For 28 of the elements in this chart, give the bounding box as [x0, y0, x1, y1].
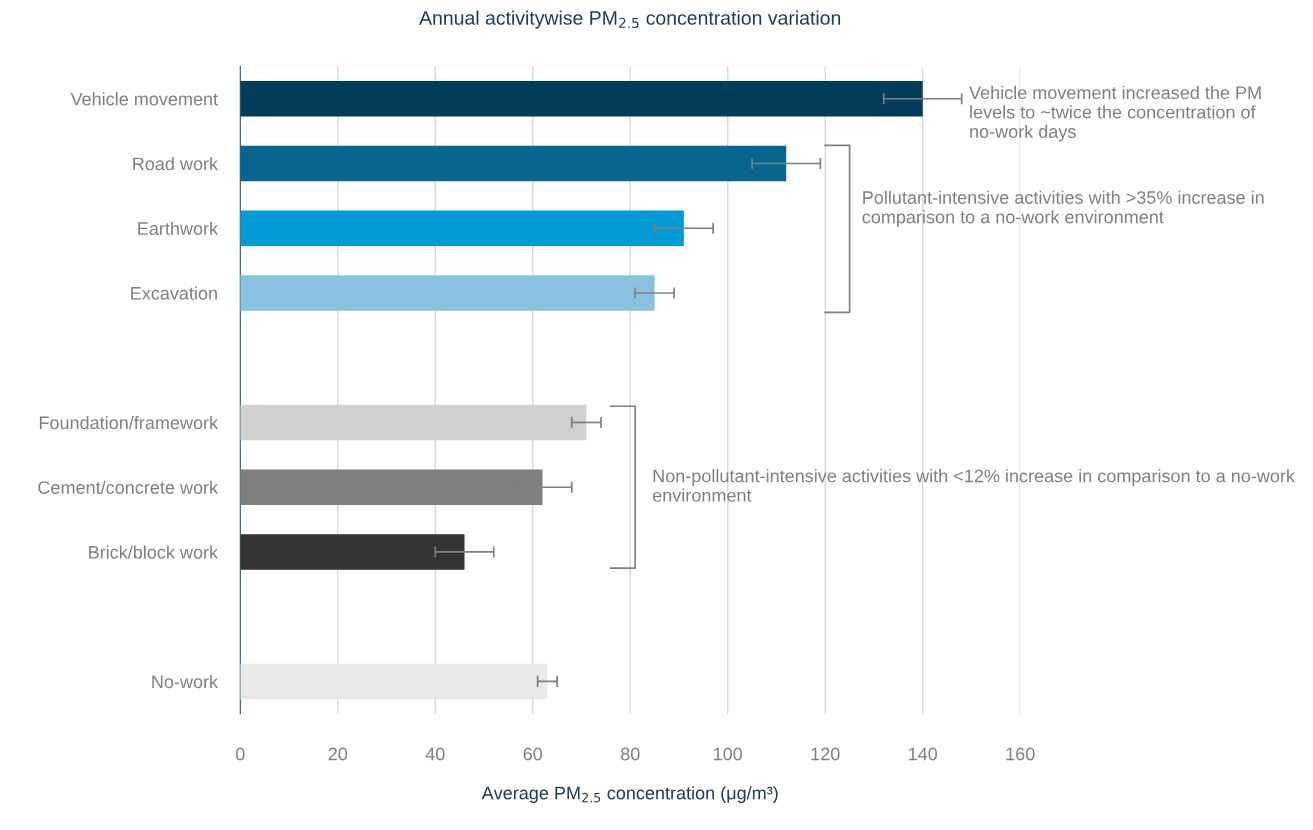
bar — [240, 80, 923, 117]
y-tick-label: Foundation/framework — [39, 415, 219, 430]
bar — [240, 210, 684, 247]
y-tick-label: Road work — [133, 156, 219, 171]
y-tick-label: Cement/concrete work — [38, 480, 219, 494]
y-tick-label: Excavation — [131, 286, 217, 300]
x-tick-label: 140 — [909, 747, 938, 761]
x-axis-title: Average PM$_{2.5}$ concentration (μg/m³) — [481, 786, 778, 804]
y-tick-label: No-work — [152, 674, 219, 689]
x-tick-label: 0 — [235, 747, 245, 761]
x-tick-label: 20 — [328, 747, 348, 761]
bar — [240, 663, 548, 700]
y-tick-label: Vehicle movement — [70, 92, 218, 106]
y-tick-label: Brick/block work — [89, 545, 219, 559]
x-tick-label: 160 — [1006, 747, 1035, 761]
y-tick-label: Earthwork — [138, 221, 219, 235]
chart-title: Annual activitywise PM$_{2.5}$ concentration variation — [419, 10, 841, 29]
bar — [240, 275, 655, 311]
bar — [240, 534, 465, 570]
x-tick-label: 80 — [620, 747, 640, 761]
annotation: Vehicle movement increased the PM levels to ~twice the concentration of no-work days — [969, 85, 1261, 142]
x-tick-label: 100 — [714, 747, 743, 761]
x-tick-label: 60 — [523, 747, 543, 761]
annotation: Pollutant-intensive activities with >35% increase in comparison to a no-work environment — [862, 190, 1264, 227]
x-tick-label: 120 — [811, 747, 840, 761]
annotation: Non-pollutant-intensive activities with <12% increase in comparison to a no-work environment — [652, 469, 1295, 502]
x-tick-label: 40 — [425, 747, 445, 761]
bar — [240, 145, 787, 182]
